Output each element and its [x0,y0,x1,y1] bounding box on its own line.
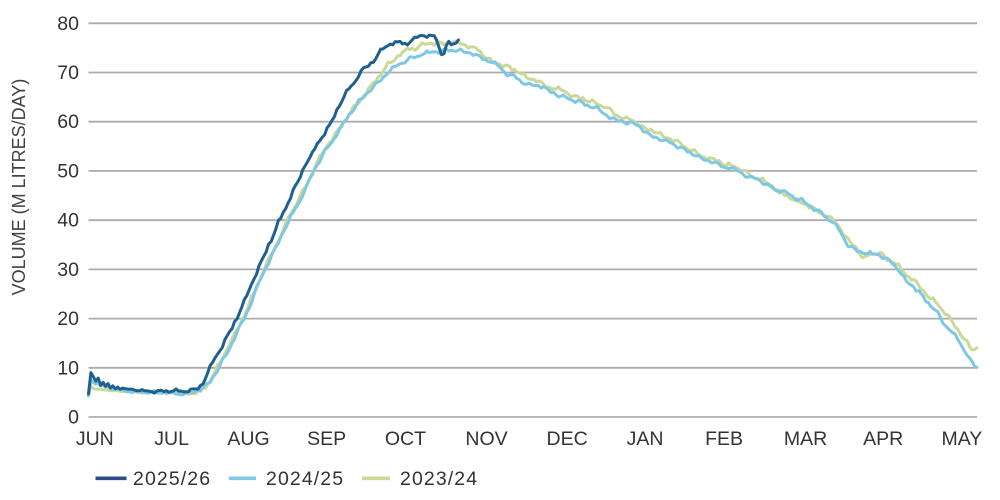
svg-text:2024/25: 2024/25 [266,468,344,490]
svg-text:FEB: FEB [705,428,743,450]
svg-text:70: 70 [57,62,79,84]
svg-text:10: 10 [57,357,79,379]
svg-text:2025/26: 2025/26 [133,468,211,490]
svg-text:0: 0 [68,407,79,429]
svg-text:40: 40 [57,210,79,232]
svg-text:30: 30 [57,259,79,281]
svg-text:50: 50 [57,160,79,182]
svg-text:APR: APR [863,428,903,450]
svg-text:NOV: NOV [465,428,507,450]
svg-text:DEC: DEC [547,428,588,450]
svg-text:JUL: JUL [154,428,189,450]
svg-text:MAY: MAY [941,428,982,450]
svg-text:VOLUME (M LITRES/DAY): VOLUME (M LITRES/DAY) [9,79,29,296]
svg-text:JUN: JUN [76,428,114,450]
svg-text:60: 60 [57,111,79,133]
svg-text:2023/24: 2023/24 [400,468,478,490]
svg-text:JAN: JAN [627,428,664,450]
svg-text:MAR: MAR [784,428,827,450]
svg-text:OCT: OCT [385,428,426,450]
svg-text:SEP: SEP [307,428,346,450]
svg-text:20: 20 [57,308,79,330]
svg-text:80: 80 [57,13,79,35]
svg-text:AUG: AUG [227,428,269,450]
